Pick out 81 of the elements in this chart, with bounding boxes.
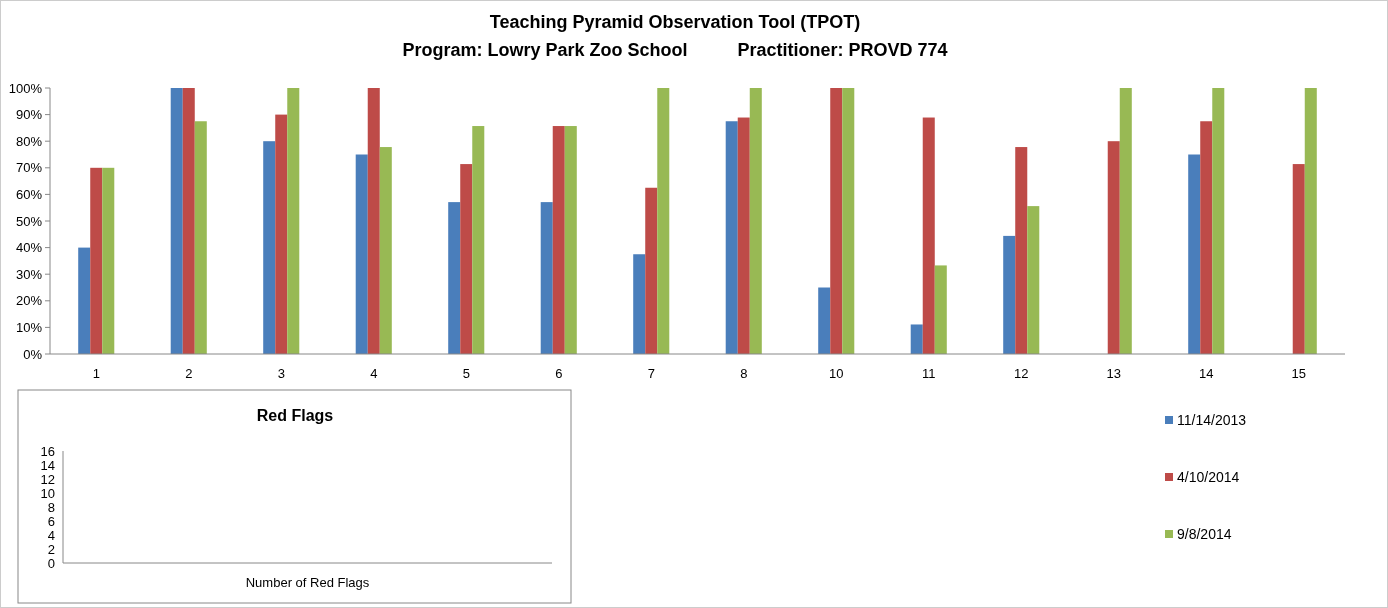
bar (379, 147, 392, 354)
bar (737, 117, 750, 354)
y-tick-label: 14 (40, 457, 55, 473)
legend-label: 9/8/2014 (1177, 525, 1232, 542)
y-tick-label: 90% (15, 107, 43, 123)
x-tick-label: 4 (370, 366, 378, 381)
x-tick-label: 15 (1291, 366, 1306, 381)
bar (102, 167, 115, 354)
y-tick-label: 4 (47, 527, 55, 543)
y-tick-label: 80% (15, 133, 43, 149)
bar (263, 141, 276, 354)
x-tick-label: 8 (740, 366, 748, 381)
bar (182, 88, 195, 354)
x-tick-label: 1 (92, 366, 100, 381)
bar (934, 265, 947, 354)
bar (818, 287, 831, 354)
bar (633, 254, 646, 354)
legend-label: 11/14/2013 (1177, 411, 1247, 428)
legend-label: 4/10/2014 (1177, 468, 1240, 485)
bar (78, 247, 91, 354)
y-tick-label: 40% (15, 240, 43, 256)
bar (830, 88, 843, 354)
x-tick-label: 10 (829, 366, 844, 381)
chart-subtitle: Program: Lowry Park Zoo School Practitioner: PROVD 774 (402, 40, 948, 60)
bar (1292, 164, 1305, 354)
y-tick-label: 60% (15, 186, 43, 202)
bar (1200, 121, 1213, 354)
y-tick-label: 10% (15, 319, 43, 335)
y-tick-label: 20% (15, 293, 43, 309)
bar (448, 202, 461, 354)
bar (540, 202, 553, 354)
bar (749, 88, 762, 354)
bar (194, 121, 207, 354)
bar (170, 88, 183, 354)
chart-title: Teaching Pyramid Observation Tool (TPOT) (489, 12, 861, 32)
x-tick-label: Number of Red Flags (245, 575, 370, 590)
x-tick-label: 6 (555, 366, 563, 381)
chart-title: Red Flags (256, 407, 334, 424)
y-tick-label: 70% (15, 160, 43, 176)
bar (657, 88, 670, 354)
x-tick-label: 2 (185, 366, 193, 381)
bar (910, 324, 923, 354)
bar (355, 154, 368, 354)
x-tick-label: 3 (277, 366, 285, 381)
y-tick-label: 16 (40, 443, 55, 459)
bar (564, 126, 577, 354)
x-tick-label: 14 (1199, 366, 1214, 381)
x-tick-label: 13 (1106, 366, 1121, 381)
bar (1027, 206, 1040, 354)
bar (287, 88, 300, 354)
y-tick-label: 50% (15, 213, 43, 229)
bar (472, 126, 485, 354)
x-tick-label: 5 (462, 366, 470, 381)
bar (645, 187, 658, 354)
bar (842, 88, 855, 354)
x-tick-label: 7 (647, 366, 655, 381)
y-tick-label: 10 (40, 485, 55, 501)
bar (275, 114, 288, 354)
bar (460, 164, 473, 354)
bar (1107, 141, 1120, 354)
y-tick-label: 12 (40, 471, 55, 487)
y-tick-label: 2 (47, 541, 55, 557)
x-tick-label: 11 (922, 366, 936, 381)
bar (922, 117, 935, 354)
bar (1119, 88, 1132, 354)
y-tick-label: 100% (8, 80, 43, 96)
y-tick-label: 0 (47, 555, 55, 571)
y-tick-label: 30% (15, 266, 43, 282)
bar (367, 88, 380, 354)
bar (1212, 88, 1225, 354)
bar (1188, 154, 1201, 354)
bar (1304, 88, 1317, 354)
bar (1003, 235, 1016, 354)
bar (1015, 147, 1028, 354)
y-tick-label: 6 (47, 513, 55, 529)
y-tick-label: 8 (47, 499, 55, 515)
x-tick-label: 12 (1014, 366, 1029, 381)
bar (552, 126, 565, 354)
bar (90, 167, 103, 354)
bar (725, 121, 738, 354)
y-tick-label: 0% (23, 346, 43, 362)
